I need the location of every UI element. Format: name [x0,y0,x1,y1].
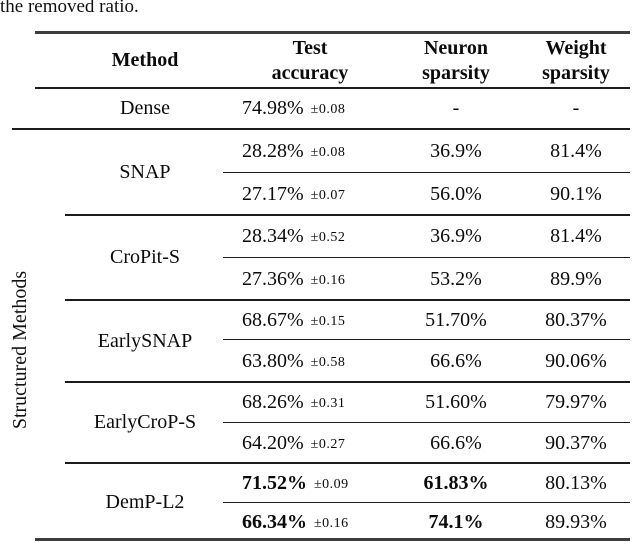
cell-demp1-weight: 80.13% [545,472,607,494]
value-accuracy: 64.20% [242,432,304,454]
cell-demp1-accuracy: 71.52% ±0.09 [242,462,412,504]
cell-earlycrop2-weight: 90.37% [545,432,607,454]
value-accuracy: 28.28% [242,140,304,162]
value-accuracy: 27.36% [242,268,304,290]
value-accuracy: 27.17% [242,183,304,205]
value-accuracy: 68.26% [242,391,304,413]
method-label-snap: SNAP [119,161,171,183]
cell-snap1-accuracy: 28.28% ±0.08 [242,130,412,172]
demp-inner-rule [223,502,630,504]
value-accuracy: 28.34% [242,225,304,247]
column-header-weight-sparsity: Weight sparsity [518,33,634,88]
column-header-neuron-sparsity-line2: sparsity [422,61,490,84]
cell-cropit1-neuron: 36.9% [430,225,482,247]
cell-snap2-weight: 90.1% [550,183,602,205]
earlycrop-group-rule [65,462,630,464]
header-rule [35,87,630,89]
column-header-neuron-sparsity-line1: Neuron [423,36,489,59]
value-accuracy-std: ±0.15 [310,314,346,329]
cell-earlycrop1-neuron: 51.60% [425,391,487,413]
table-bottom-rule [35,538,630,541]
cropit-inner-rule [223,257,630,259]
cell-earlysnap2-accuracy: 63.80% ±0.58 [242,340,412,382]
snap-group-rule [65,214,630,216]
method-label-earlycrop-s: EarlyCroP-S [93,411,197,433]
column-header-test-accuracy-line2: accuracy [271,61,349,84]
cell-cropit2-neuron: 53.2% [430,268,482,290]
value-accuracy-std: ±0.58 [310,355,346,370]
earlysnap-group-rule [65,381,630,383]
method-label-earlysnap: EarlySNAP [97,330,193,352]
cell-snap1-weight: 81.4% [550,140,602,162]
value-accuracy-std: ±0.16 [314,516,349,531]
cell-cropit1-weight: 81.4% [550,225,602,247]
cell-earlycrop2-accuracy: 64.20% ±0.27 [242,422,412,464]
cell-dense-neuron: - [452,97,460,119]
cell-dense-accuracy: 74.98% ±0.08 [242,87,412,129]
cell-earlycrop1-weight: 79.97% [545,391,607,413]
snap-inner-rule [223,172,630,174]
cell-cropit1-accuracy: 28.34% ±0.52 [242,215,412,257]
cell-earlysnap1-neuron: 51.70% [425,309,487,331]
cell-demp2-weight: 89.93% [545,511,607,533]
method-label-demp-l2: DemP-L2 [105,491,185,513]
method-label-cropit-s: CroPit-S [109,246,181,268]
value-accuracy: 68.67% [242,309,304,331]
value-accuracy: 74.98% [242,97,304,119]
value-accuracy-std: ±0.08 [310,145,346,160]
cell-demp2-accuracy: 66.34% ±0.16 [242,501,412,543]
table-top-rule [35,31,630,34]
cell-earlysnap1-accuracy: 68.67% ±0.15 [242,299,412,341]
column-header-method: Method [62,33,228,88]
cell-earlysnap1-weight: 80.37% [545,309,607,331]
cell-snap2-neuron: 56.0% [430,183,482,205]
earlysnap-inner-rule [223,339,630,341]
column-header-neuron-sparsity: Neuron sparsity [398,33,514,88]
value-accuracy-std: ±0.09 [314,477,349,492]
value-accuracy-std: ±0.07 [310,188,346,203]
method-label-dense: Dense [120,97,170,119]
dense-separator-rule [12,128,630,130]
value-accuracy-std: ±0.27 [310,437,346,452]
caption-fragment: the removed ratio. [0,0,139,17]
cell-earlycrop2-neuron: 66.6% [430,432,482,454]
column-header-weight-sparsity-line1: Weight [545,36,607,59]
cell-snap2-accuracy: 27.17% ±0.07 [242,173,412,215]
value-accuracy-std: ±0.31 [310,396,346,411]
cell-demp1-neuron: 61.83% [423,472,489,494]
column-header-test-accuracy-line1: Test [292,36,328,59]
earlycrop-inner-rule [223,422,630,424]
cell-snap1-neuron: 36.9% [430,140,482,162]
cell-earlysnap2-weight: 90.06% [545,350,607,372]
column-header-test-accuracy: Test accuracy [234,33,386,88]
column-header-method-label: Method [111,49,179,71]
cell-earlysnap2-neuron: 66.6% [430,350,482,372]
column-header-weight-sparsity-line2: sparsity [542,61,610,84]
value-accuracy-std: ±0.16 [310,273,346,288]
group-label-structured-methods: Structured Methods [8,270,31,430]
value-accuracy: 66.34% [242,511,307,533]
value-accuracy: 71.52% [242,472,307,494]
cell-earlycrop1-accuracy: 68.26% ±0.31 [242,381,412,423]
value-accuracy-std: ±0.08 [310,102,346,117]
cropit-group-rule [65,299,630,301]
value-accuracy-std: ±0.52 [310,230,346,245]
value-accuracy: 63.80% [242,350,304,372]
cell-cropit2-weight: 89.9% [550,268,602,290]
cell-dense-weight: - [572,97,580,119]
cell-demp2-neuron: 74.1% [428,511,484,533]
cell-cropit2-accuracy: 27.36% ±0.16 [242,258,412,300]
